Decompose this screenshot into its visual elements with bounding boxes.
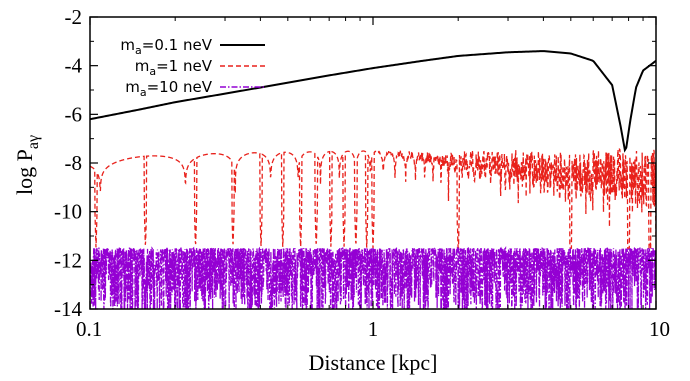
y-tick-label: -8 bbox=[65, 151, 83, 175]
y-tick-label: -14 bbox=[54, 297, 82, 321]
y-axis-title: log Paγ bbox=[12, 135, 42, 195]
x-tick-label: 0.1 bbox=[76, 317, 102, 341]
legend-label-3: ma=10 neV bbox=[125, 78, 213, 99]
series-line-2 bbox=[90, 147, 656, 249]
x-tick-label: 10 bbox=[649, 317, 670, 341]
y-tick-label: -4 bbox=[65, 54, 83, 78]
y-tick-label: -6 bbox=[65, 102, 83, 126]
legend-label-1: ma=0.1 neV bbox=[120, 36, 212, 57]
y-tick-label: -10 bbox=[54, 200, 82, 224]
y-tick-label: -12 bbox=[54, 248, 82, 272]
legend-label-2: ma=1 neV bbox=[135, 57, 213, 78]
data-layer bbox=[90, 50, 656, 309]
y-tick-label: -2 bbox=[65, 5, 83, 29]
series-line-1 bbox=[90, 50, 656, 153]
x-axis-title: Distance [kpc] bbox=[309, 350, 438, 375]
x-tick-label: 1 bbox=[368, 317, 379, 341]
ticks-layer: 0.1 1 10 -14 -12 -10 -8 -6 -4 -2 bbox=[54, 5, 670, 341]
series-line-3 bbox=[90, 245, 656, 309]
